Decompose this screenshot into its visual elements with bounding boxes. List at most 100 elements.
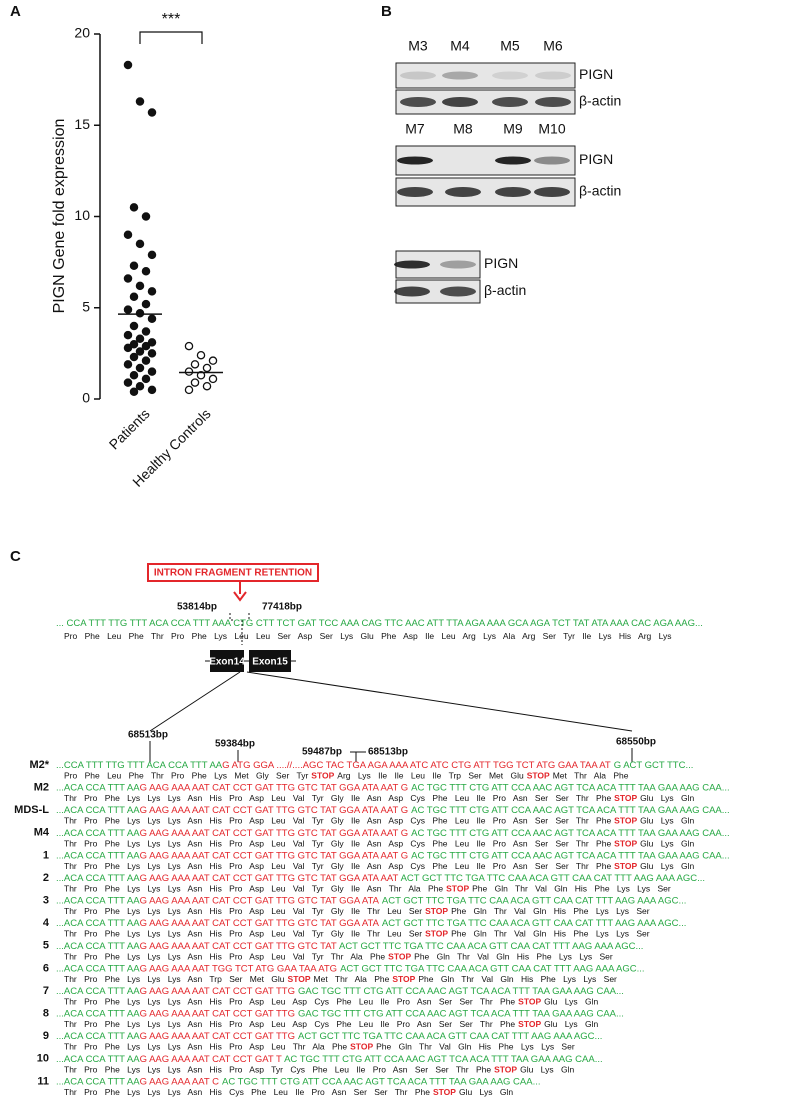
bp-label: 77418bp bbox=[262, 602, 302, 613]
row-label: 11 bbox=[37, 1075, 49, 1087]
segment: ...ACA CCA TTT AA bbox=[56, 1076, 140, 1087]
panel-label: C bbox=[10, 548, 21, 565]
amino-line: Pro Phe Leu Phe Thr Pro Phe Lys Leu Leu … bbox=[64, 631, 672, 641]
segment: STOP bbox=[614, 793, 637, 803]
segment: ...ACA CCA TTT AA bbox=[56, 827, 140, 838]
sequence-line: ...ACA CCA TTT AAG AAG AAA AAT CAT CCT G… bbox=[56, 827, 730, 838]
lane-label: M4 bbox=[450, 38, 470, 54]
data-point bbox=[129, 321, 139, 331]
segment: Thr Pro Phe Lys Lys Lys Asn His Pro Asp … bbox=[64, 884, 443, 894]
segment: AC TGC TTT CTG ATT CCA AAC AGT TCA ACA T… bbox=[222, 1076, 541, 1087]
amino-line: Thr Pro Phe Lys Lys Lys Asn His Pro Asp … bbox=[64, 952, 613, 962]
segment: Pro Phe Leu Phe Thr Pro Phe Lys Leu Leu … bbox=[64, 631, 672, 641]
amino-line: Thr Pro Phe Lys Lys Lys Asn His Cys Phe … bbox=[64, 1087, 513, 1097]
segment: STOP bbox=[494, 1065, 517, 1075]
panel-label: B bbox=[381, 3, 392, 20]
row-label: 2 bbox=[43, 872, 49, 884]
segment: STOP bbox=[446, 884, 469, 894]
segment: G AAG AAA AAT CAT CCT GAT TTG bbox=[140, 1008, 295, 1019]
segment: Thr Pro Phe Lys Lys Lys Asn His Cys Phe … bbox=[64, 1087, 430, 1097]
row-label: M2* bbox=[29, 759, 49, 771]
data-point bbox=[147, 250, 157, 260]
y-tick-label: 10 bbox=[74, 207, 90, 223]
segment: Thr Pro Phe Lys Lys Lys Asn His Pro Asp … bbox=[64, 1019, 515, 1029]
panel-label: A bbox=[10, 3, 21, 20]
blot-row-label: β-actin bbox=[579, 93, 621, 109]
data-point bbox=[129, 352, 139, 362]
band bbox=[442, 71, 478, 80]
segment: STOP bbox=[614, 861, 637, 871]
segment: Glu Lys Gln bbox=[544, 997, 598, 1007]
data-point bbox=[147, 108, 157, 117]
segment: ...ACA CCA TTT AA bbox=[56, 805, 140, 816]
band bbox=[397, 187, 433, 197]
bp-label: 53814bp bbox=[177, 602, 217, 613]
banner-box bbox=[147, 563, 319, 582]
segment: G AAG AAA AAT CAT CCT GAT TTG GTC TAT GG… bbox=[140, 805, 409, 816]
segment: AC TGC TTT CTG ATT CCA AAC AGT TCA ACA T… bbox=[411, 782, 730, 793]
segment: Glu Lys Gln bbox=[520, 1065, 574, 1075]
band bbox=[394, 260, 430, 269]
segment: ACT GCT TTC TGA TTC CAA ACA GTT CAA CAT … bbox=[340, 963, 644, 974]
segment: Thr Pro Phe Lys Lys Lys Asn His Pro Asp … bbox=[64, 929, 422, 939]
segment: G ACT GCT TTC... bbox=[614, 760, 694, 771]
amino-line: Thr Pro Phe Lys Lys Lys Asn His Pro Asp … bbox=[64, 906, 650, 916]
blot-row-label: PIGN bbox=[484, 255, 518, 271]
banner: INTRON FRAGMENT RETENTION bbox=[154, 568, 312, 579]
segment: Phe Gln Thr Val Gln His Phe Lys Lys Ser bbox=[451, 906, 650, 916]
segment: G AAG AAA AAT TGG TCT ATG GAA TAA ATG bbox=[140, 963, 337, 974]
segment: Glu Lys Gln bbox=[459, 1087, 513, 1097]
band bbox=[495, 156, 531, 165]
segment: G AAG AAA AAT CAT CCT GAT TTG GTC TAT GG… bbox=[140, 850, 409, 861]
amino-line: Thr Pro Phe Lys Lys Lys Asn His Pro Asp … bbox=[64, 861, 695, 871]
segment: STOP bbox=[518, 997, 541, 1007]
exon-label: Exon15 bbox=[252, 657, 288, 668]
sequence-line: ...ACA CCA TTT AAG AAG AAA AAT CAT CCT G… bbox=[56, 895, 686, 906]
segment: ...ACA CCA TTT AA bbox=[56, 1008, 140, 1019]
arrow-head bbox=[233, 591, 247, 602]
lane-label: M3 bbox=[408, 38, 428, 54]
row-label: 4 bbox=[43, 917, 50, 929]
sequence-line: ...ACA CCA TTT AAG AAG AAA AAT CAT CCT G… bbox=[56, 940, 643, 951]
y-tick-label: 20 bbox=[74, 25, 90, 41]
data-point bbox=[202, 381, 212, 391]
segment: G AAG AAA AAT CAT CCT GAT TTG GTC TAT bbox=[140, 940, 337, 951]
segment: Glu Lys Gln bbox=[640, 839, 694, 849]
segment: Thr Pro Phe Lys Lys Lys Asn His Pro Asp … bbox=[64, 1042, 347, 1052]
sequence-line: ...ACA CCA TTT AAG AAG AAA AAT CAT CCT G… bbox=[56, 986, 624, 997]
segment: ...ACA CCA TTT AA bbox=[56, 873, 140, 884]
segment: STOP bbox=[518, 1019, 541, 1029]
segment: Glu Lys Gln bbox=[640, 816, 694, 826]
sequence-line: ...ACA CCA TTT AAG AAG AAA AAT CAT CCT G… bbox=[56, 850, 730, 861]
segment: Phe Gln Thr Val Gln His Phe Lys Lys Ser bbox=[418, 974, 617, 984]
segment: Thr Pro Phe Lys Lys Lys Asn Trp Ser Met … bbox=[64, 974, 285, 984]
data-point bbox=[190, 378, 200, 387]
segment: STOP bbox=[527, 771, 550, 781]
segment: ...ACA CCA TTT AA bbox=[56, 986, 140, 997]
bp-tick bbox=[350, 751, 366, 762]
data-point bbox=[196, 371, 206, 380]
data-point bbox=[123, 360, 133, 369]
band bbox=[400, 71, 436, 80]
sequence-line: ...CCA TTT TTG TTT ACA CCA TTT AAG ATG G… bbox=[56, 760, 693, 771]
sequence-line: ...ACA CCA TTT AAG AAG AAA AAT CAT CCT G… bbox=[56, 782, 730, 793]
amino-line: Thr Pro Phe Lys Lys Lys Asn His Pro Asp … bbox=[64, 793, 695, 803]
band bbox=[440, 286, 476, 297]
segment: ...ACA CCA TTT AA bbox=[56, 918, 140, 929]
data-point bbox=[129, 371, 139, 380]
data-point bbox=[123, 274, 133, 283]
data-point bbox=[147, 287, 157, 296]
blot-box bbox=[395, 62, 576, 89]
row-label: 6 bbox=[43, 962, 49, 974]
amino-line: Thr Pro Phe Lys Lys Lys Asn His Pro Asp … bbox=[64, 997, 599, 1007]
row-label: 8 bbox=[43, 1008, 49, 1020]
sequence-line: ... CCA TTT TTG TTT ACA CCA TTT AAA CTG … bbox=[56, 618, 703, 629]
data-point bbox=[208, 356, 218, 365]
data-point bbox=[135, 363, 145, 373]
segment: Glu Lys Gln bbox=[544, 1019, 598, 1029]
segment: G AAG AAA AAT CAT CCT GAT T bbox=[140, 1053, 282, 1064]
segment: GAC TGC TTT CTG ATT CCA AAC AGT TCA ACA … bbox=[298, 986, 624, 997]
segment: AC TGC TTT CTG ATT CCA AAC AGT TCA ACA T… bbox=[284, 1053, 603, 1064]
segment: STOP bbox=[388, 952, 411, 962]
